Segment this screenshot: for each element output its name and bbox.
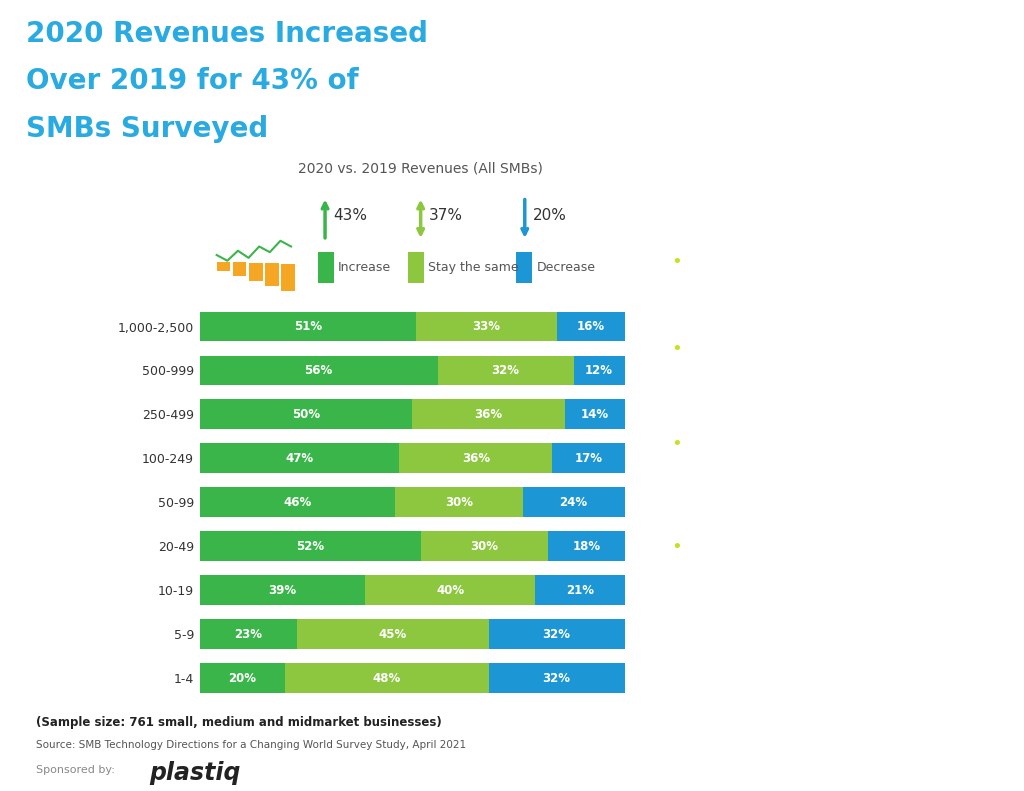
Bar	[421, 532, 548, 561]
Bar	[417, 312, 557, 342]
Text: No. of Employees: No. of Employees	[114, 476, 127, 607]
Circle shape	[109, 281, 132, 399]
Bar	[488, 619, 625, 649]
Text: 33%: 33%	[472, 320, 501, 333]
Text: 12%: 12%	[585, 364, 613, 377]
Text: revenue decreases: revenue decreases	[698, 571, 830, 584]
Bar	[565, 399, 625, 430]
Text: 32%: 32%	[492, 364, 519, 377]
Text: Over 2019 for 43% of: Over 2019 for 43% of	[26, 67, 358, 95]
Text: Overall, 43% of SMBs reported that 2020
revenues increased over 2019 revenues: Overall, 43% of SMBs reported that 2020 …	[698, 253, 950, 283]
Text: SMBs Surveyed: SMBs Surveyed	[26, 115, 268, 142]
Text: 40%: 40%	[436, 584, 465, 596]
Text: 32%: 32%	[543, 672, 570, 684]
Text: 52%: 52%	[296, 539, 325, 553]
Text: •: •	[671, 538, 682, 556]
Text: 30%: 30%	[470, 539, 499, 553]
Text: revenue increases: revenue increases	[698, 468, 825, 481]
Text: 36%: 36%	[474, 408, 503, 421]
Bar	[200, 532, 421, 561]
FancyBboxPatch shape	[249, 263, 262, 281]
Text: Revenues increases correlate closely with
employee size.: Revenues increases correlate closely wit…	[698, 340, 955, 370]
FancyBboxPatch shape	[282, 263, 295, 290]
Bar	[412, 399, 565, 430]
Text: 20%: 20%	[534, 208, 567, 222]
Text: 50%: 50%	[292, 408, 319, 421]
Bar	[297, 619, 488, 649]
Text: 45%: 45%	[379, 627, 408, 641]
Text: 18%: 18%	[572, 539, 600, 553]
Bar	[536, 575, 625, 605]
Text: Stay the same: Stay the same	[428, 261, 519, 274]
Bar	[200, 355, 437, 385]
Text: The top three industries reporting: The top three industries reporting	[698, 538, 910, 551]
Text: •: •	[671, 253, 682, 271]
Bar	[200, 575, 366, 605]
Bar	[200, 312, 417, 342]
Text: Decrease: Decrease	[537, 261, 596, 274]
Text: •: •	[671, 435, 682, 453]
Text: Increase: Increase	[338, 261, 391, 274]
Text: 20%: 20%	[228, 672, 256, 684]
Text: 17%: 17%	[574, 452, 602, 465]
Text: 21%: 21%	[566, 584, 594, 596]
Text: 30%: 30%	[444, 496, 473, 509]
Text: 24%: 24%	[559, 496, 588, 509]
Text: 48%: 48%	[373, 672, 400, 684]
Bar	[200, 619, 297, 649]
Text: The top three industries reporting: The top three industries reporting	[698, 435, 910, 448]
Bar	[399, 444, 552, 473]
Bar	[557, 312, 625, 342]
Bar	[366, 575, 536, 605]
Text: (Sample size: 761 small, medium and midmarket businesses): (Sample size: 761 small, medium and midm…	[36, 716, 441, 729]
Bar	[552, 444, 625, 473]
Text: © SMB Group 2021: © SMB Group 2021	[903, 761, 1011, 771]
Text: 2020 Revenues Increased: 2020 Revenues Increased	[26, 20, 428, 47]
Bar	[573, 355, 625, 385]
Bar	[488, 663, 625, 693]
FancyBboxPatch shape	[232, 262, 247, 275]
Bar	[285, 663, 488, 693]
Text: 51%: 51%	[294, 320, 323, 333]
FancyBboxPatch shape	[317, 252, 334, 283]
Text: 36%: 36%	[462, 452, 489, 465]
Text: were hospitality, personal
services and wholesale/distribution.: were hospitality, personal services and …	[698, 604, 920, 634]
Text: 16%: 16%	[577, 320, 605, 333]
Bar	[200, 399, 412, 430]
Text: Source: SMB Technology Directions for a Changing World Survey Study, April 2021: Source: SMB Technology Directions for a …	[36, 740, 466, 750]
FancyBboxPatch shape	[408, 252, 424, 283]
FancyBboxPatch shape	[265, 263, 279, 286]
Text: 37%: 37%	[429, 208, 463, 222]
Text: 23%: 23%	[234, 627, 262, 641]
Bar	[395, 487, 522, 517]
Bar	[437, 355, 573, 385]
FancyBboxPatch shape	[516, 252, 532, 283]
Text: 39%: 39%	[268, 584, 297, 596]
Text: Sponsored by:: Sponsored by:	[36, 765, 115, 775]
Text: 32%: 32%	[543, 627, 570, 641]
Text: 47%: 47%	[286, 452, 313, 465]
Text: •: •	[671, 340, 682, 358]
Bar	[522, 487, 625, 517]
FancyBboxPatch shape	[217, 262, 230, 271]
Bar	[200, 444, 399, 473]
Text: Actionable Market Intelligence: Actionable Market Intelligence	[942, 112, 1024, 118]
Bar	[200, 487, 395, 517]
Bar	[200, 663, 285, 693]
Text: 2020 vs. 2019 Revenues (All SMBs): 2020 vs. 2019 Revenues (All SMBs)	[298, 161, 543, 175]
Bar	[548, 532, 625, 561]
Text: 14%: 14%	[581, 408, 609, 421]
Text: 43%: 43%	[334, 208, 368, 222]
Text: SMB Group: SMB Group	[942, 89, 1016, 101]
Text: 46%: 46%	[284, 496, 311, 509]
Text: were IT services, financial
services and healthcare.: were IT services, financial services and…	[698, 501, 861, 531]
Text: 56%: 56%	[304, 364, 333, 377]
FancyBboxPatch shape	[94, 336, 146, 403]
Text: plastiq: plastiq	[150, 761, 241, 785]
